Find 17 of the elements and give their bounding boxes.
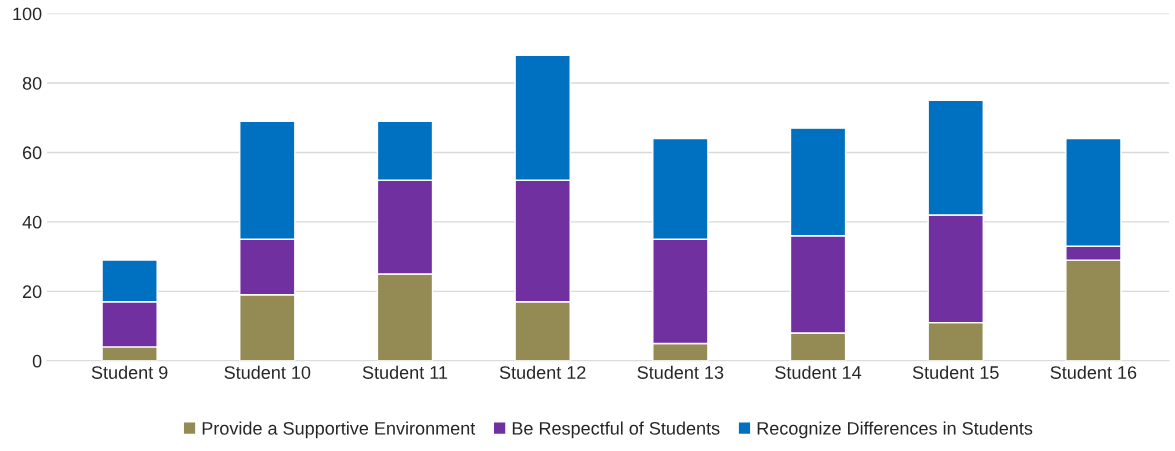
legend-label: Provide a Supportive Environment bbox=[202, 421, 476, 439]
x-tick-label: Student 10 bbox=[224, 365, 311, 379]
y-tick-label: 0 bbox=[32, 354, 42, 368]
y-tick-label: 80 bbox=[22, 76, 42, 90]
x-tick-label: Student 9 bbox=[91, 365, 168, 379]
x-tick-label: Student 15 bbox=[912, 365, 999, 379]
y-tick-label: 20 bbox=[22, 285, 42, 299]
y-tick-label: 60 bbox=[22, 146, 42, 160]
x-tick-label: Student 11 bbox=[362, 365, 448, 379]
x-tick-label: Student 12 bbox=[499, 365, 586, 379]
y-tick-label: 40 bbox=[22, 215, 42, 229]
y-tick-label: 100 bbox=[13, 7, 42, 21]
x-tick-label: Student 16 bbox=[1050, 365, 1137, 379]
legend-label: Be Respectful of Students bbox=[512, 421, 720, 439]
x-tick-label: Student 14 bbox=[775, 365, 862, 379]
legend-label: Recognize Differences in Students bbox=[757, 421, 1033, 439]
x-tick-label: Student 13 bbox=[637, 365, 724, 379]
